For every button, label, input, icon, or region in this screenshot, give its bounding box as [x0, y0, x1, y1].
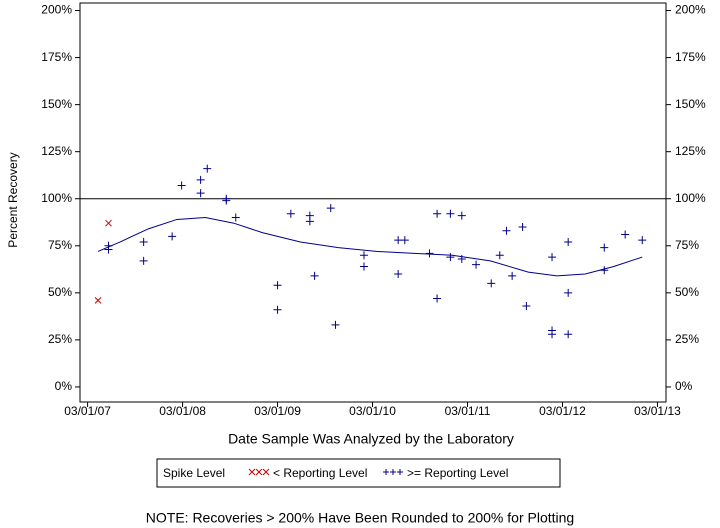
y-tick-label: 125% — [41, 144, 72, 158]
legend-label: < Reporting Level — [273, 466, 367, 480]
point — [564, 288, 573, 297]
y-axis-label: Percent Recovery — [6, 152, 20, 247]
point — [600, 243, 609, 252]
x-tick-label: 03/01/11 — [445, 404, 491, 418]
point — [487, 279, 496, 288]
x-tick-label: 03/01/08 — [159, 404, 206, 418]
y-tick-label: 150% — [41, 97, 72, 111]
point — [222, 196, 231, 205]
point — [331, 320, 340, 329]
y-tick-label: 0% — [55, 379, 73, 393]
point — [638, 236, 647, 245]
x-axis-label: Date Sample Was Analyzed by the Laborato… — [228, 431, 514, 447]
point — [326, 204, 335, 213]
y-tick-label: 50% — [48, 285, 72, 299]
legend-marker — [255, 468, 263, 476]
point — [231, 213, 240, 222]
point — [457, 254, 466, 263]
y2-tick-label: 200% — [675, 3, 706, 17]
point — [139, 238, 148, 247]
y-tick-label: 75% — [48, 238, 72, 252]
legend-marker — [248, 468, 256, 476]
point — [508, 271, 517, 280]
y2-tick-label: 25% — [675, 332, 699, 346]
point — [548, 330, 557, 339]
point — [359, 262, 368, 271]
point — [522, 302, 531, 311]
point — [273, 281, 282, 290]
point — [196, 189, 205, 198]
point — [196, 175, 205, 184]
y-tick-label: 200% — [41, 3, 72, 17]
x-tick-label: 03/01/12 — [539, 404, 586, 418]
point — [425, 249, 434, 258]
point — [168, 232, 177, 241]
legend-marker — [383, 469, 389, 475]
y-tick-label: 175% — [41, 50, 72, 64]
x-tick-label: 03/01/10 — [349, 404, 396, 418]
point — [286, 209, 295, 218]
y2-tick-label: 175% — [675, 50, 706, 64]
y2-tick-label: 0% — [675, 379, 693, 393]
point — [94, 297, 102, 304]
y-tick-label: 100% — [41, 191, 72, 205]
x-tick-label: 03/01/13 — [634, 404, 681, 418]
y-tick-label: 25% — [48, 332, 72, 346]
point — [105, 219, 112, 227]
x-tick-label: 03/01/07 — [64, 404, 111, 418]
point — [394, 270, 403, 279]
point — [518, 222, 527, 231]
point — [564, 330, 573, 339]
y2-tick-label: 75% — [675, 238, 699, 252]
note: NOTE: Recoveries > 200% Have Been Rounde… — [146, 510, 574, 526]
legend-marker — [397, 469, 403, 475]
point — [502, 226, 511, 235]
point — [139, 256, 148, 265]
point — [104, 245, 113, 254]
point — [600, 266, 609, 275]
point — [310, 271, 319, 280]
point — [446, 253, 455, 262]
point — [359, 251, 368, 260]
legend-box — [156, 458, 561, 488]
legend-marker — [262, 468, 270, 476]
point — [177, 181, 186, 190]
legend-marker — [390, 469, 396, 475]
point — [400, 236, 409, 245]
point — [564, 238, 573, 247]
legend-title: Spike Level — [163, 466, 225, 480]
trend-line — [97, 217, 643, 277]
point — [548, 253, 557, 262]
y2-tick-label: 125% — [675, 144, 706, 158]
point — [305, 217, 314, 226]
point — [495, 251, 504, 260]
point — [472, 260, 481, 269]
plot-frame — [79, 2, 667, 403]
point — [433, 294, 442, 303]
y2-tick-label: 100% — [675, 191, 706, 205]
point — [273, 305, 282, 314]
point — [433, 209, 442, 218]
x-tick-label: 03/01/09 — [254, 404, 301, 418]
y2-tick-label: 50% — [675, 285, 699, 299]
point — [621, 230, 630, 239]
point — [203, 164, 212, 173]
legend-label: >= Reporting Level — [407, 466, 508, 480]
point — [446, 209, 455, 218]
point — [457, 211, 466, 220]
y2-tick-label: 150% — [675, 97, 706, 111]
